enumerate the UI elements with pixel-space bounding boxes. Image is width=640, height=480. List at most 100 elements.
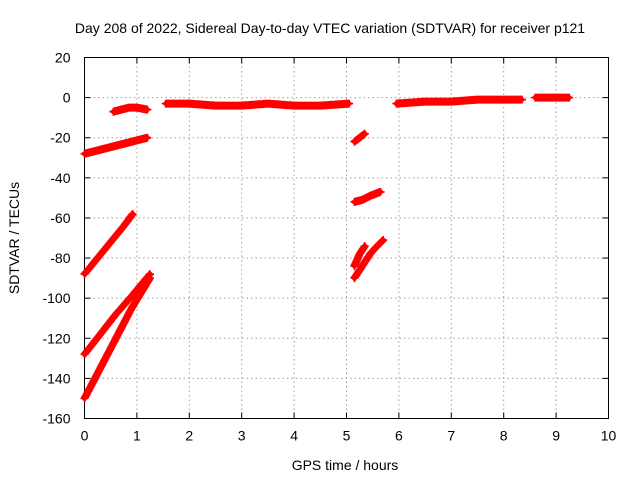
series-arc-9 xyxy=(350,242,369,271)
series-layer xyxy=(80,93,574,403)
x-tick-label: 2 xyxy=(185,428,193,444)
series-arc-12 xyxy=(531,93,574,102)
data-point xyxy=(553,95,559,101)
data-point xyxy=(186,101,192,107)
data-point xyxy=(351,139,357,145)
y-tick-label: 0 xyxy=(63,90,71,106)
data-point xyxy=(95,255,101,261)
data-point xyxy=(380,237,386,243)
x-tick-label: 8 xyxy=(500,428,508,444)
data-point xyxy=(543,95,549,101)
data-point xyxy=(129,305,135,311)
data-point xyxy=(393,101,399,107)
data-point xyxy=(129,139,135,145)
data-point xyxy=(82,351,87,357)
data-point xyxy=(144,107,150,113)
data-point xyxy=(519,97,525,103)
x-tick-label: 4 xyxy=(290,428,298,444)
data-point xyxy=(362,131,368,137)
data-point xyxy=(372,245,378,251)
data-point xyxy=(475,97,480,103)
data-point xyxy=(239,103,245,109)
data-point xyxy=(265,101,271,107)
y-tick-label: -120 xyxy=(42,330,70,346)
data-point xyxy=(113,143,119,149)
y-tick-label: -140 xyxy=(42,370,70,386)
data-point xyxy=(113,311,119,317)
data-point xyxy=(82,271,87,277)
data-point xyxy=(163,101,169,107)
y-tick-labels: 20 0 -20 -40 -60 -80 -100 -120 -140 -160 xyxy=(42,50,70,427)
data-point xyxy=(566,95,572,101)
data-point xyxy=(110,109,116,115)
series-arc-10 xyxy=(350,236,388,283)
y-tick-label: -100 xyxy=(42,290,70,306)
data-point xyxy=(134,105,140,111)
x-tick-label: 3 xyxy=(238,428,246,444)
y-tick-label: -60 xyxy=(50,210,70,226)
x-tick-label: 7 xyxy=(447,428,455,444)
data-point xyxy=(351,199,357,205)
data-point xyxy=(97,365,103,371)
series-arc-4 xyxy=(80,274,154,403)
data-point xyxy=(359,197,365,203)
data-point xyxy=(351,263,357,269)
series-trace xyxy=(80,209,137,279)
data-point xyxy=(422,99,428,105)
data-point xyxy=(213,103,218,109)
data-point xyxy=(121,223,127,229)
data-point xyxy=(97,331,103,337)
data-point xyxy=(82,151,87,157)
data-point xyxy=(362,243,368,249)
series-arc-7 xyxy=(350,129,369,146)
data-point xyxy=(82,395,87,401)
data-point xyxy=(351,275,357,281)
data-point xyxy=(108,239,114,245)
data-point xyxy=(144,135,150,141)
data-point xyxy=(129,293,135,299)
x-tick-labels: 0 1 2 3 4 5 6 7 8 9 10 xyxy=(81,428,617,444)
data-point xyxy=(448,99,454,105)
chart-title: Day 208 of 2022, Sidereal Day-to-day VTE… xyxy=(75,20,585,36)
y-tick-label: -20 xyxy=(50,130,70,146)
data-point xyxy=(126,105,132,111)
data-point xyxy=(357,251,363,257)
data-point xyxy=(367,251,373,257)
x-tick-label: 9 xyxy=(552,428,560,444)
series-arc-2 xyxy=(80,209,137,279)
data-point xyxy=(357,135,363,141)
data-point xyxy=(130,211,136,217)
x-tick-label: 1 xyxy=(133,428,141,444)
grid xyxy=(84,57,609,419)
data-point xyxy=(378,189,384,195)
x-tick-label: 5 xyxy=(343,428,351,444)
series-arc-8 xyxy=(350,187,385,206)
x-tick-label: 10 xyxy=(601,428,617,444)
y-tick-label: -40 xyxy=(50,170,70,186)
x-tick-label: 6 xyxy=(395,428,403,444)
axis-ticks xyxy=(84,57,609,419)
data-point xyxy=(147,275,153,281)
data-point xyxy=(118,107,124,113)
series-arc-3 xyxy=(80,270,154,359)
y-tick-label: 20 xyxy=(55,50,71,66)
data-point xyxy=(359,263,365,269)
series-trace xyxy=(392,95,526,108)
y-tick-label: -80 xyxy=(50,250,70,266)
data-point xyxy=(97,147,103,153)
data-point xyxy=(346,101,352,107)
data-point xyxy=(317,103,323,109)
series-arc-6 xyxy=(161,99,354,110)
x-tick-label: 0 xyxy=(81,428,89,444)
series-arc-11 xyxy=(392,95,526,108)
data-point xyxy=(532,95,538,101)
y-tick-label: -160 xyxy=(42,411,70,427)
y-axis-label: SDTVAR / TECUs xyxy=(6,182,22,294)
data-point xyxy=(113,335,119,341)
series-arc-5 xyxy=(109,103,152,116)
data-point xyxy=(501,97,507,103)
data-point xyxy=(291,103,297,109)
data-point xyxy=(367,193,373,199)
series-arc-1 xyxy=(80,133,152,158)
